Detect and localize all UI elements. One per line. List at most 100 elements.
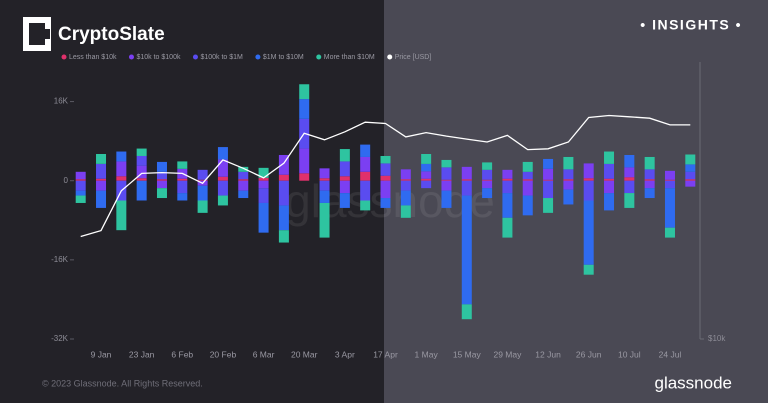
chart: 16K 0 -16K -32K $10k 9 Jan 23 Jan 6 Feb 20 Feb 6 …	[51, 54, 726, 359]
bar-segment	[319, 180, 330, 191]
brand: CryptoSlate	[58, 24, 165, 45]
bar-segment	[421, 154, 432, 164]
bar-segment	[380, 175, 391, 181]
x-tick-label: 12 Jun	[535, 349, 561, 359]
bar-segment	[380, 155, 391, 164]
bar-segment	[624, 154, 635, 168]
bar-segment	[197, 200, 208, 213]
bar-segment	[156, 161, 167, 172]
bar-segment	[136, 180, 147, 201]
bar-segment	[238, 190, 249, 199]
bar-segment	[502, 193, 513, 218]
bar-segment	[380, 163, 391, 176]
bar-segment	[604, 151, 615, 164]
bar-segment	[156, 180, 167, 189]
bar-segment	[380, 198, 391, 208]
bar-segment	[563, 179, 574, 181]
bar-segment	[156, 188, 167, 199]
bar-segment	[461, 195, 472, 305]
bar-segment	[217, 195, 228, 206]
bar-segment	[339, 161, 350, 177]
bar-segment	[360, 144, 371, 157]
legend-swatch	[61, 54, 67, 60]
bar-segment	[278, 205, 289, 231]
bar-segment	[400, 179, 411, 181]
bar-segment	[96, 178, 107, 181]
bar-segment	[664, 170, 675, 180]
bar-segment	[664, 188, 675, 228]
bar-segment	[502, 217, 513, 238]
bar-segment	[238, 180, 249, 191]
legend-label: Price [USD]	[395, 54, 432, 61]
legend-swatch	[387, 54, 393, 60]
bar-segment	[482, 188, 493, 199]
bar-segment	[177, 193, 188, 201]
bar-segment	[604, 178, 615, 181]
bar-segment	[583, 180, 594, 201]
bar-segment	[461, 166, 472, 180]
bar-segment	[522, 179, 533, 181]
bar-segment	[238, 179, 249, 181]
bar-segment	[685, 179, 696, 181]
y-tick-label: 0	[64, 176, 69, 185]
bar-segment	[421, 171, 432, 179]
bar-segment	[156, 171, 167, 180]
bar-segment	[644, 169, 655, 180]
bar-segment	[136, 148, 147, 156]
bar-segment	[156, 179, 167, 181]
bar-segment	[217, 147, 228, 160]
x-tick-label: 10 Jul	[618, 349, 641, 359]
bar-segment	[461, 179, 472, 181]
x-tick-label: 23 Jan	[129, 349, 155, 359]
bar-segment	[664, 179, 675, 181]
x-tick-label: 17 Apr	[373, 349, 398, 359]
x-tick-label: 20 Mar	[291, 349, 318, 359]
x-tick-label: 9 Jan	[91, 349, 112, 359]
y-tick-label: 16K	[54, 97, 69, 106]
bar-segment	[116, 176, 127, 181]
bar-segment	[116, 200, 127, 231]
price-line	[80, 114, 691, 238]
bar-segment	[238, 171, 249, 180]
bar-segment	[339, 180, 350, 194]
bar-segment	[177, 161, 188, 169]
x-tick-label: 6 Mar	[253, 349, 275, 359]
bar-segment	[644, 179, 655, 181]
bar-segment	[502, 169, 513, 179]
bar-segment	[258, 180, 269, 189]
legend-label: $1M to $10M	[263, 54, 304, 61]
bar-segment	[197, 185, 208, 201]
y-tick-label: -16K	[51, 255, 69, 264]
bar-segment	[400, 169, 411, 180]
bar-segment	[624, 167, 635, 178]
logo-icon	[23, 17, 51, 51]
bar-segment	[543, 168, 554, 180]
bar-segment	[563, 156, 574, 170]
bar-segment	[583, 264, 594, 275]
bar-segment	[339, 193, 350, 208]
bar-segment	[441, 179, 452, 181]
y2-tick-label: $10k	[708, 334, 726, 343]
bar-segment	[75, 171, 86, 180]
bar-segment	[400, 205, 411, 218]
bar-segment	[604, 180, 615, 194]
bar-segment	[75, 195, 86, 203]
bar-segment	[238, 166, 249, 172]
bar-segment	[644, 156, 655, 170]
bar-segment	[482, 169, 493, 180]
bar-segment	[644, 188, 655, 199]
legend-swatch	[192, 54, 198, 60]
legend-label: More than $10M	[324, 54, 375, 61]
bar-segment	[360, 156, 371, 172]
bar-segment	[624, 193, 635, 208]
bar-segment	[522, 180, 533, 196]
x-tick-label: 20 Feb	[210, 349, 237, 359]
bar-segment	[543, 180, 554, 199]
bar-segment	[319, 178, 330, 181]
bar-segment	[441, 159, 452, 168]
bar-segment	[360, 171, 371, 181]
bar-segment	[339, 149, 350, 162]
bar-segment	[278, 180, 289, 206]
bar-segment	[177, 180, 188, 194]
bar-segment	[441, 190, 452, 208]
